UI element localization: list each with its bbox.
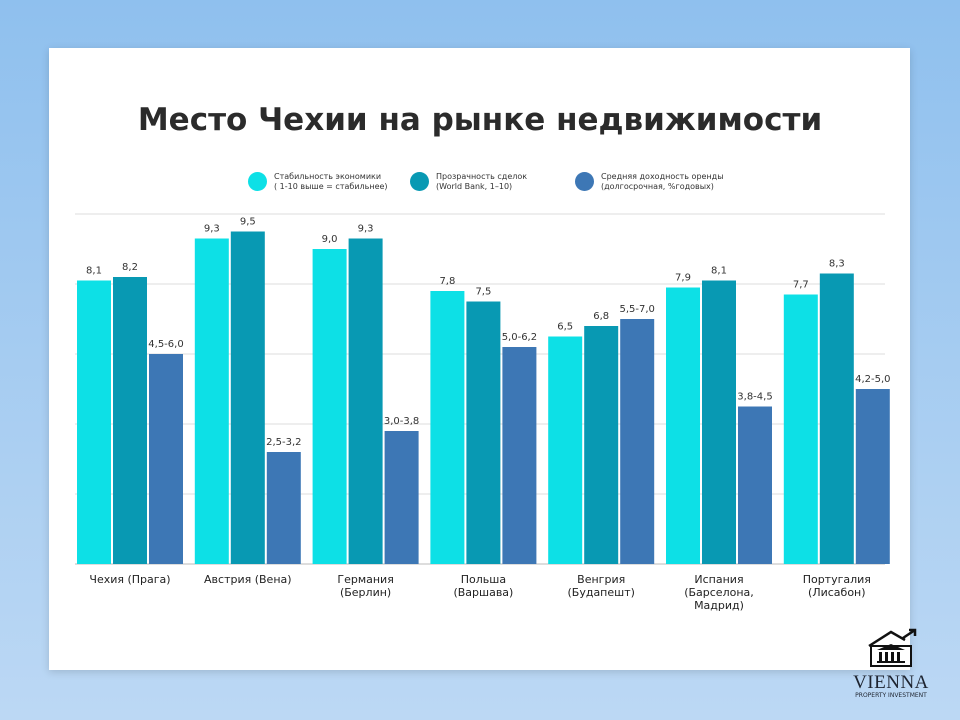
data-label: 8,2 [122, 262, 138, 273]
bar [738, 406, 772, 564]
data-label: 4,2-5,0 [855, 374, 890, 385]
legend-item: Средняя доходность оренды (долгосрочная,… [575, 172, 724, 192]
legend-label: Прозрачность сделок (World Bank, 1–10) [436, 172, 528, 191]
category-label: Польша (Варшава) [453, 573, 513, 599]
data-label: 8,1 [711, 266, 727, 277]
legend-label: Средняя доходность оренды (долгосрочная,… [601, 172, 724, 191]
data-label: 9,3 [204, 224, 220, 235]
bar [666, 287, 700, 564]
data-label: 4,5-6,0 [148, 339, 183, 350]
legend-label: Стабильность экономики ( 1-10 выше = ста… [274, 172, 388, 191]
data-label: 7,9 [675, 273, 691, 284]
data-label: 9,5 [240, 217, 256, 228]
data-label: 6,5 [557, 322, 573, 333]
bar [702, 280, 736, 564]
category-label: Германия (Берлин) [337, 573, 393, 599]
category-label: Австрия (Вена) [204, 573, 292, 586]
data-label: 7,8 [439, 276, 455, 287]
data-label: 8,1 [86, 266, 102, 277]
bar [149, 354, 183, 564]
data-label: 7,5 [475, 287, 491, 298]
category-label: Чехия (Прага) [89, 573, 170, 586]
bar [384, 431, 419, 564]
data-label: 3,0-3,8 [384, 416, 419, 427]
category-label: Португалия (Лисабон) [803, 573, 871, 599]
logo-name: VIENNA [853, 672, 929, 693]
chart-title: Место Чехии на рынке недвижимости [137, 102, 823, 138]
data-label: 5,5-7,0 [619, 304, 654, 315]
bar [230, 231, 265, 564]
legend-item: Стабильность экономики ( 1-10 выше = ста… [248, 172, 388, 192]
bar [266, 452, 301, 564]
data-label: 9,0 [322, 234, 338, 245]
bar [819, 273, 854, 564]
bar [855, 389, 890, 564]
data-label: 7,7 [793, 280, 809, 291]
bar [113, 277, 147, 564]
bar [77, 280, 111, 564]
building-icon [868, 628, 917, 667]
data-label: 2,5-3,2 [266, 437, 301, 448]
bar [466, 301, 501, 564]
category-label: Венгрия (Будапешт) [567, 573, 634, 599]
bar [783, 294, 818, 564]
bar [548, 336, 583, 564]
legend-dot [575, 172, 594, 192]
bar [312, 249, 347, 564]
legend-dot [248, 172, 267, 192]
data-label: 9,3 [358, 224, 374, 235]
bar [502, 347, 537, 564]
bar [194, 238, 229, 564]
category-label: Испания (Барселона, Мадрид) [684, 573, 754, 612]
bar [584, 326, 619, 564]
logo: VIENNA PROPERTY INVESTMENT [846, 628, 936, 699]
bar [348, 238, 383, 564]
data-label: 8,3 [829, 259, 845, 270]
bar [430, 291, 465, 564]
legend-dot [410, 172, 429, 192]
data-label: 3,8-4,5 [737, 392, 772, 403]
bar [620, 319, 655, 564]
legend-item: Прозрачность сделок (World Bank, 1–10) [410, 172, 528, 192]
data-label: 5,0-6,2 [502, 332, 537, 343]
logo-subtitle: PROPERTY INVESTMENT [855, 692, 927, 699]
data-label: 6,8 [593, 311, 609, 322]
